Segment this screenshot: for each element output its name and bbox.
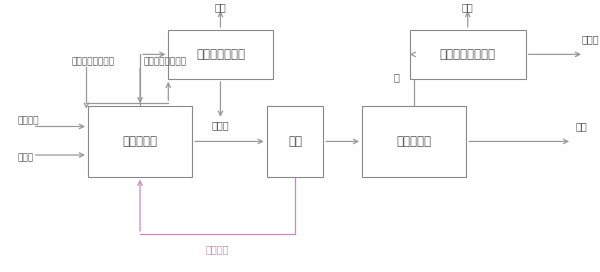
Text: 间二甲苯: 间二甲苯 bbox=[18, 116, 40, 126]
Text: 三甲基氯硅烷滴加: 三甲基氯硅烷滴加 bbox=[71, 58, 115, 67]
Text: 碘升华气体吸收器: 碘升华气体吸收器 bbox=[440, 48, 496, 61]
Text: 合成反应釜: 合成反应釜 bbox=[122, 135, 158, 148]
Bar bbox=[88, 106, 192, 177]
Bar bbox=[266, 106, 323, 177]
Text: 金属钾: 金属钾 bbox=[18, 153, 34, 162]
Text: 酸性气体吸收器: 酸性气体吸收器 bbox=[196, 48, 245, 61]
Bar bbox=[169, 30, 272, 79]
Text: 合成反应釜: 合成反应釜 bbox=[397, 135, 431, 148]
Bar bbox=[410, 30, 526, 79]
Text: 碘: 碘 bbox=[394, 73, 399, 82]
Text: 产品: 产品 bbox=[575, 122, 587, 131]
Text: 碘回收: 碘回收 bbox=[581, 35, 599, 44]
Text: 废酸水: 废酸水 bbox=[212, 120, 229, 130]
Bar bbox=[362, 106, 466, 177]
Text: 三甲基氯硅烷滴加: 三甲基氯硅烷滴加 bbox=[143, 58, 186, 67]
Text: 真空: 真空 bbox=[215, 2, 226, 12]
Text: 精馏: 精馏 bbox=[288, 135, 302, 148]
Text: 真空: 真空 bbox=[462, 2, 473, 12]
Text: 间二甲苯: 间二甲苯 bbox=[206, 244, 229, 254]
